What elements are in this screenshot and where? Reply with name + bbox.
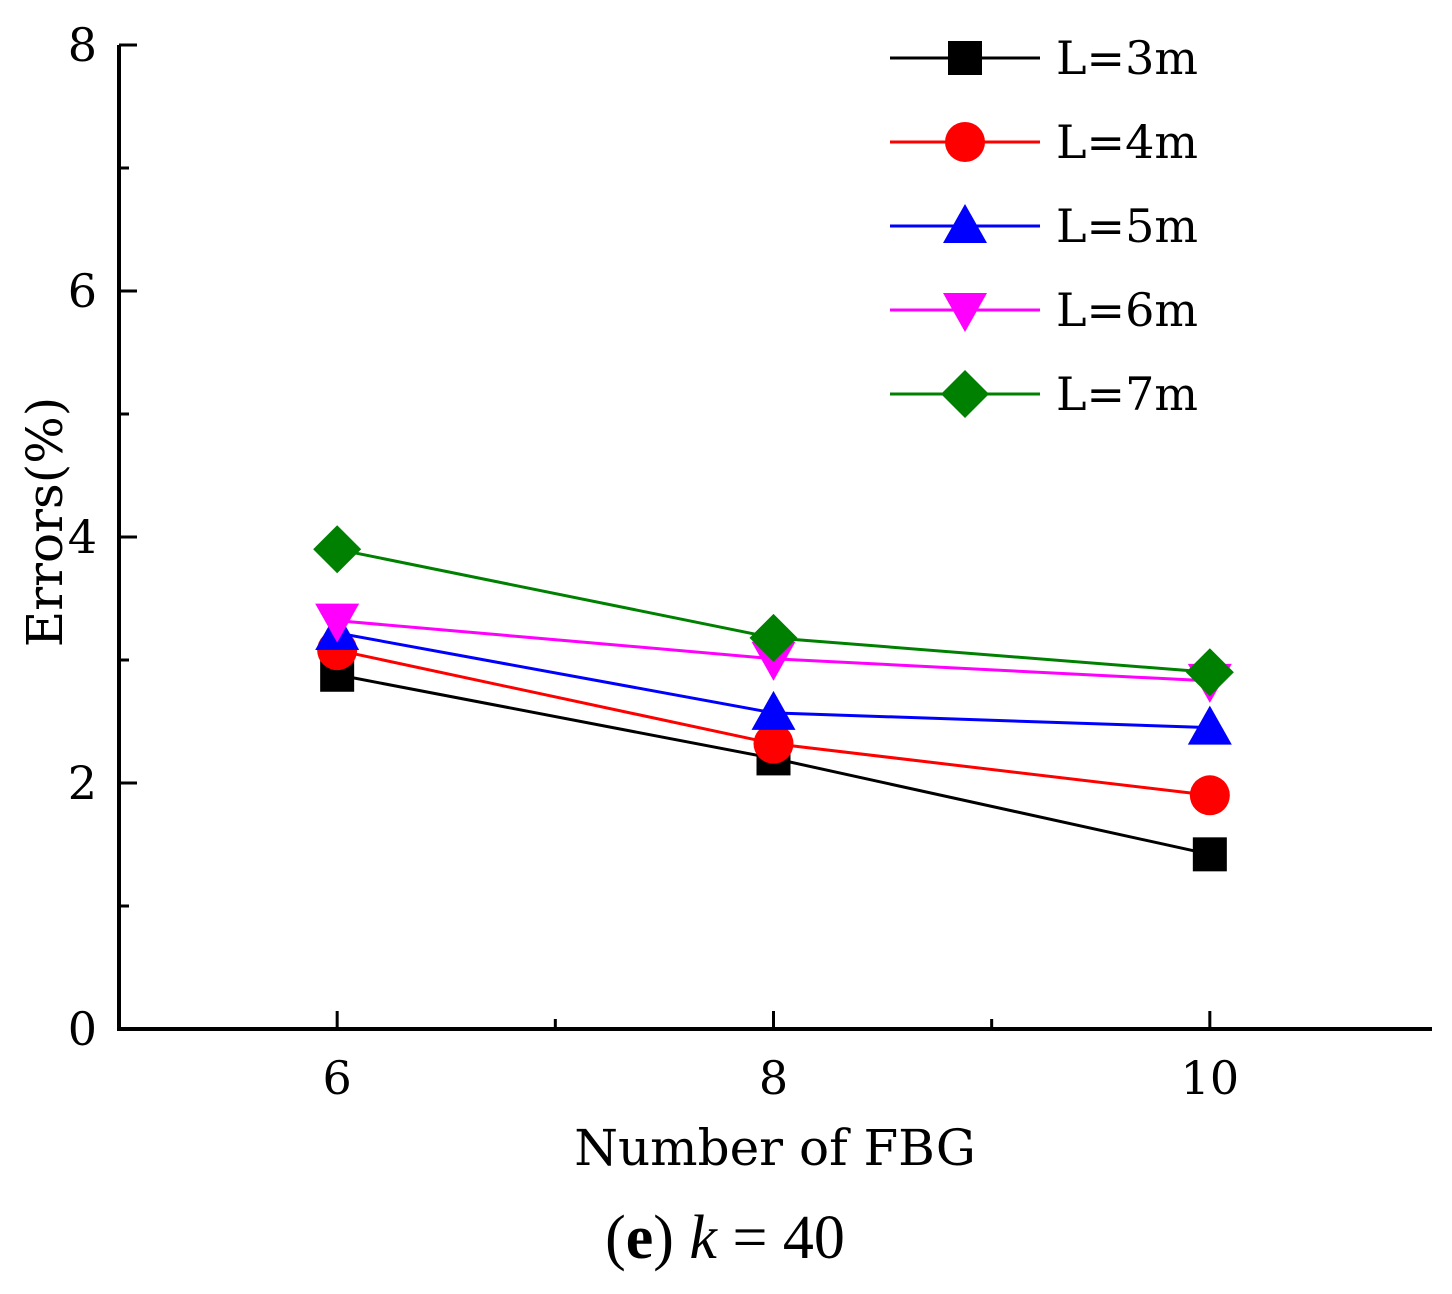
y-tick-label: 2 <box>68 756 97 810</box>
legend-item: L=4m <box>890 115 1198 169</box>
series-L=4m <box>317 630 1230 816</box>
legend: L=3m L=4m L=5m L=6m L=7m <box>890 31 1198 421</box>
y-tick-label: 4 <box>68 510 97 564</box>
y-tick-label: 0 <box>68 1002 97 1056</box>
legend-item: L=5m <box>890 199 1198 253</box>
legend-marker <box>943 204 987 243</box>
caption-variable: k <box>689 1204 718 1272</box>
data-point <box>1185 648 1234 697</box>
x-axis-label: Number of FBG <box>574 1119 976 1177</box>
caption-paren-open: ( <box>605 1204 626 1272</box>
legend-item: L=7m <box>890 367 1198 421</box>
series-L=7m <box>313 525 1234 697</box>
series-group <box>313 525 1234 872</box>
series-L=3m <box>320 657 1227 872</box>
axis-ticks: 0 2 4 6 8 6 8 10 <box>68 18 1239 1105</box>
y-tick-label: 8 <box>68 18 97 72</box>
data-point <box>1189 775 1230 816</box>
legend-marker <box>943 293 987 332</box>
caption-value: = 40 <box>717 1204 845 1272</box>
legend-marker <box>948 41 982 75</box>
legend-label: L=6m <box>1056 283 1198 337</box>
data-point <box>749 613 798 662</box>
legend-marker <box>945 122 985 162</box>
x-tick-label: 6 <box>323 1051 352 1105</box>
data-point <box>1187 705 1232 745</box>
legend-label: L=5m <box>1056 199 1198 253</box>
legend-label: L=3m <box>1056 31 1198 85</box>
y-tick-label: 6 <box>68 264 97 318</box>
figure-caption: (e) k = 40 <box>605 1204 845 1272</box>
caption-panel-letter: e <box>626 1204 654 1272</box>
data-point <box>313 525 362 574</box>
legend-label: L=4m <box>1056 115 1198 169</box>
x-tick-label: 10 <box>1181 1051 1240 1105</box>
x-tick-label: 8 <box>759 1051 788 1105</box>
data-point <box>1192 837 1227 872</box>
caption-paren-close: ) <box>653 1204 689 1272</box>
data-point <box>315 603 360 643</box>
legend-item: L=6m <box>890 283 1198 337</box>
data-point <box>751 690 796 730</box>
legend-label: L=7m <box>1056 367 1198 421</box>
data-point <box>753 723 794 764</box>
legend-marker <box>941 370 989 418</box>
legend-item: L=3m <box>890 31 1198 85</box>
y-axis-label: Errors(%) <box>16 397 74 648</box>
